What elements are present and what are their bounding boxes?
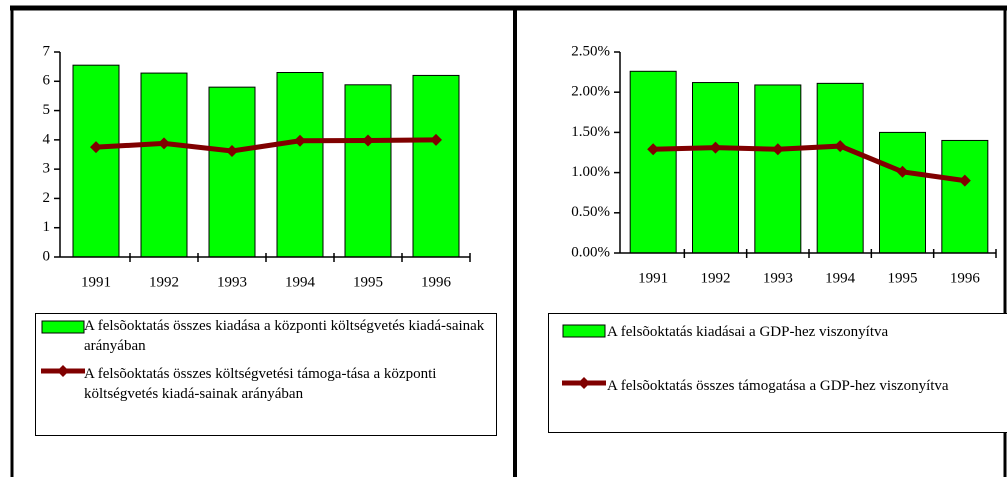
line-marker — [834, 140, 847, 153]
line — [95, 137, 437, 154]
x-tick-label: 1996 — [950, 270, 981, 286]
line — [653, 143, 966, 184]
x-tick-label: 1995 — [888, 270, 918, 286]
line-marker — [362, 134, 374, 147]
bar — [208, 86, 256, 258]
legend-label: A felsõoktatás összes támogatása a GDP-h… — [607, 378, 949, 394]
bar — [72, 64, 120, 258]
x-tick-label: 1996 — [421, 274, 452, 290]
legend-swatch — [41, 320, 85, 334]
line-marker — [771, 143, 784, 156]
bar — [629, 70, 677, 254]
y-tick-label: 0.50% — [571, 204, 610, 220]
x-tick-label: 1991 — [638, 270, 668, 286]
y-tick-label: 2 — [43, 190, 51, 206]
legend-swatch — [562, 324, 606, 338]
y-tick-label: 6 — [43, 73, 51, 89]
legend-box — [562, 324, 606, 338]
legend: A felsõoktatás összes kiadása a központi… — [35, 313, 497, 436]
y-tick-label: 2.00% — [571, 84, 610, 100]
legend-box — [41, 320, 85, 334]
bar — [816, 82, 864, 254]
legend-marker — [57, 365, 69, 377]
line-marker — [226, 144, 238, 157]
line-marker — [90, 141, 102, 154]
y-tick-label: 1.50% — [571, 124, 610, 140]
line-marker — [709, 141, 722, 154]
x-tick-label: 1992 — [149, 274, 179, 290]
line-marker — [294, 134, 306, 147]
x-tick-label: 1994 — [825, 270, 856, 286]
bar — [140, 72, 188, 258]
legend-label: A felsõoktatás összes kiadása a központi… — [84, 318, 485, 354]
line-marker — [158, 137, 170, 150]
y-tick-label: 5 — [43, 102, 51, 118]
y-tick-label: 1 — [43, 219, 51, 235]
y-tick-label: 0 — [43, 248, 51, 264]
legend-label: A felsõoktatás kiadásai a GDP-hez viszon… — [607, 324, 889, 340]
legend-marker — [578, 377, 590, 389]
x-tick-label: 1993 — [763, 270, 793, 286]
line-marker — [896, 165, 909, 178]
bar — [692, 82, 739, 254]
y-tick-label: 4 — [43, 131, 51, 147]
bar — [412, 74, 460, 258]
x-tick-label: 1992 — [701, 270, 731, 286]
y-tick-label: 2.50% — [571, 43, 610, 59]
y-tick-label: 0.00% — [571, 244, 610, 260]
legend-swatch — [562, 377, 606, 389]
bar — [276, 72, 324, 258]
x-tick-label: 1993 — [217, 274, 247, 290]
legend: A felsõoktatás kiadásai a GDP-hez viszon… — [548, 313, 1007, 433]
bar — [344, 84, 392, 258]
bar — [754, 84, 802, 254]
line-marker — [647, 143, 660, 156]
bar — [879, 131, 926, 254]
x-tick-label: 1991 — [81, 274, 111, 290]
y-tick-label: 7 — [43, 43, 51, 59]
line-marker — [430, 133, 442, 146]
x-tick-label: 1995 — [353, 274, 383, 290]
bar — [941, 139, 989, 254]
line-marker — [958, 174, 971, 187]
legend-swatch — [41, 365, 85, 377]
y-tick-label: 3 — [43, 161, 51, 177]
y-tick-label: 1.00% — [571, 164, 610, 180]
x-tick-label: 1994 — [285, 274, 316, 290]
legend-label: A felsõoktatás összes költségvetési támo… — [84, 366, 437, 402]
